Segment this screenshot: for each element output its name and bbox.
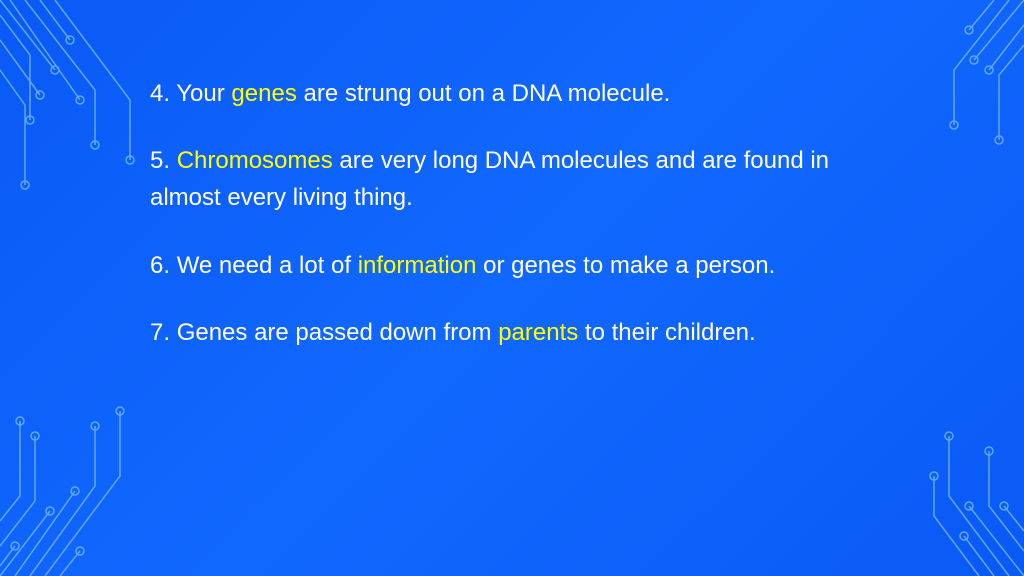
circuit-decoration-bottom-right [894,396,1024,576]
slide: 4. Your genes are strung out on a DNA mo… [0,0,1024,576]
circuit-decoration-bottom-left [0,366,170,576]
item-highlight: genes [231,80,296,107]
list-item-6: 6. We need a lot of information or genes… [150,247,890,284]
circuit-decoration-top-right [914,0,1024,170]
item-number: 6. [150,252,177,279]
content-block: 4. Your genes are strung out on a DNA mo… [150,75,890,381]
item-text-post: or genes to make a person. [476,252,775,279]
list-item-4: 4. Your genes are strung out on a DNA mo… [150,75,890,112]
item-number: 4. [150,80,176,107]
item-highlight: Chromosomes [177,147,333,174]
item-text-pre: Genes are passed down from [177,319,499,346]
item-text-pre: We need a lot of [177,252,358,279]
list-item-7: 7. Genes are passed down from parents to… [150,314,890,351]
item-highlight: parents [498,319,578,346]
item-text-post: to their children. [578,319,755,346]
item-number: 7. [150,319,177,346]
item-text-pre: Your [176,80,231,107]
item-number: 5. [150,147,177,174]
item-highlight: information [358,252,477,279]
list-item-5: 5. Chromosomes are very long DNA molecul… [150,142,890,216]
item-text-post: are strung out on a DNA molecule. [297,80,671,107]
